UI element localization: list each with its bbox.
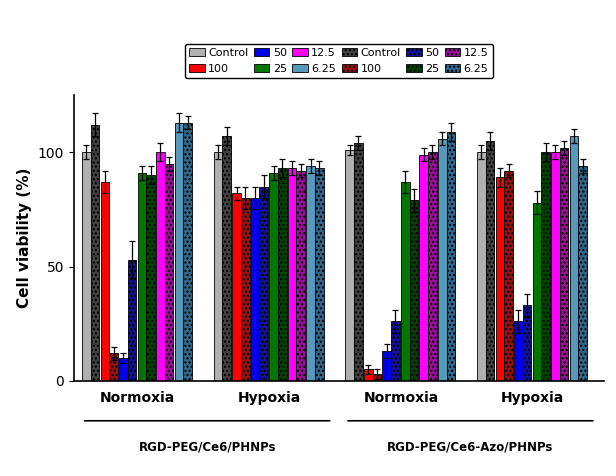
Bar [183, 123, 192, 381]
Bar [570, 136, 578, 381]
Bar [541, 152, 550, 381]
Bar [259, 187, 268, 381]
Bar [174, 123, 183, 381]
Bar [523, 306, 532, 381]
Bar [391, 321, 400, 381]
Bar [278, 169, 286, 381]
Y-axis label: Cell viability (%): Cell viability (%) [17, 168, 32, 308]
Bar [269, 173, 278, 381]
Bar [146, 175, 155, 381]
Text: RGD-PEG/Ce6/PHNPs: RGD-PEG/Ce6/PHNPs [139, 441, 276, 454]
Bar [156, 152, 164, 381]
Bar [447, 132, 455, 381]
Bar [354, 143, 363, 381]
Bar [438, 139, 447, 381]
Bar [82, 152, 91, 381]
Bar [419, 155, 428, 381]
Bar [306, 166, 315, 381]
Bar [364, 369, 373, 381]
Bar [410, 200, 418, 381]
Bar [373, 374, 381, 381]
Legend: Control, 100, 50, 25, 12.5, 6.25, Control, 100, 50, 25, 12.5, 6.25: Control, 100, 50, 25, 12.5, 6.25, Contro… [185, 44, 493, 78]
Bar [560, 148, 569, 381]
Bar [296, 170, 305, 381]
Bar [241, 198, 249, 381]
Bar [477, 152, 486, 381]
Bar [232, 193, 241, 381]
Bar [486, 141, 495, 381]
Bar [551, 152, 560, 381]
Bar [514, 321, 523, 381]
Bar [222, 136, 231, 381]
Bar [505, 170, 513, 381]
Bar [401, 182, 410, 381]
Bar [109, 353, 118, 381]
Bar [288, 169, 296, 381]
Bar [346, 150, 354, 381]
Bar [137, 173, 146, 381]
Bar [428, 152, 437, 381]
Bar [578, 166, 587, 381]
Text: RGD-PEG/Ce6-Azo/PHNPs: RGD-PEG/Ce6-Azo/PHNPs [387, 441, 554, 454]
Bar [100, 182, 109, 381]
Bar [496, 178, 505, 381]
Bar [214, 152, 222, 381]
Bar [128, 260, 136, 381]
Bar [383, 351, 391, 381]
Bar [533, 203, 541, 381]
Bar [315, 169, 323, 381]
Bar [91, 125, 99, 381]
Bar [119, 358, 128, 381]
Bar [164, 164, 173, 381]
Bar [251, 198, 259, 381]
